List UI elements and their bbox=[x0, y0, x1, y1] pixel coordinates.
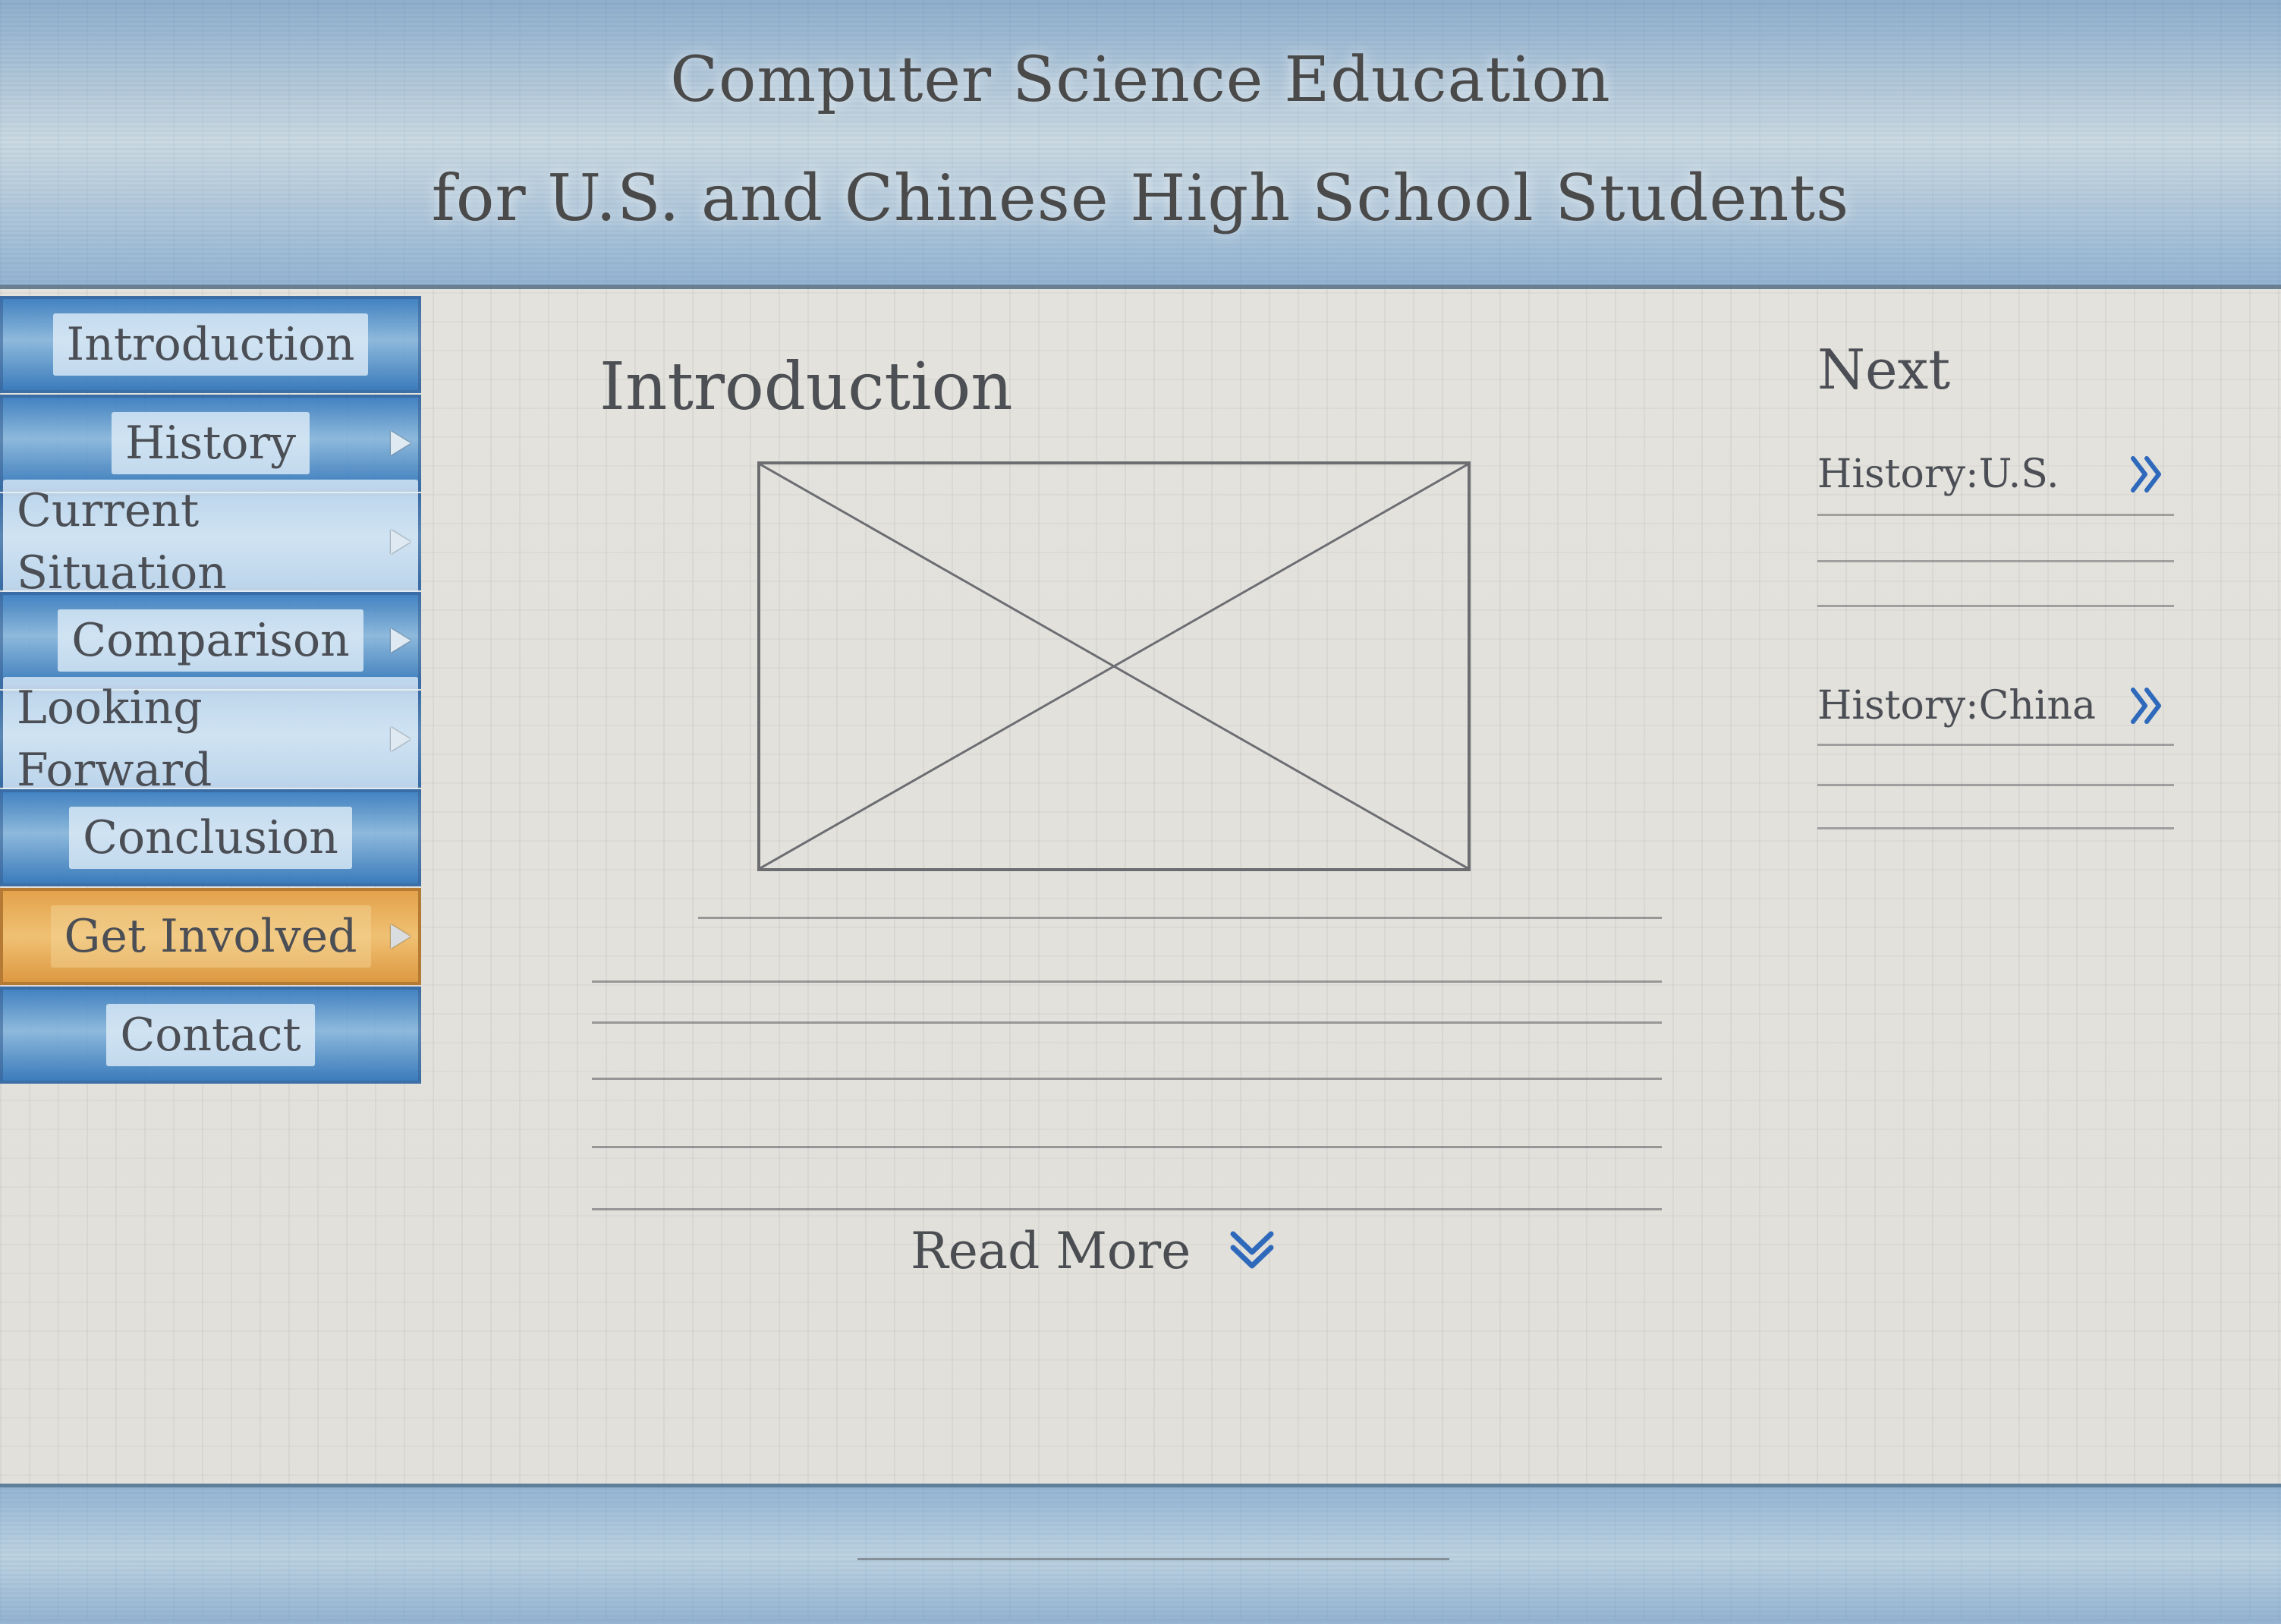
site-title-line-1: Computer Science Education bbox=[670, 44, 1611, 116]
sidebar-nav: Introduction History Current Situation C… bbox=[0, 296, 421, 1085]
next-link-underline bbox=[1817, 744, 2174, 746]
sidebar-item-contact[interactable]: Contact bbox=[0, 987, 421, 1084]
double-chevron-right-icon bbox=[2131, 456, 2161, 493]
text-line bbox=[592, 1078, 1662, 1080]
play-triangle-icon bbox=[391, 628, 411, 653]
double-chevron-down-icon bbox=[1230, 1231, 1274, 1268]
sidebar-item-label: Looking Forward bbox=[3, 677, 418, 801]
play-triangle-icon bbox=[391, 727, 411, 751]
sidebar-item-current-situation[interactable]: Current Situation bbox=[0, 480, 421, 604]
read-more-button[interactable]: Read More bbox=[911, 1222, 1277, 1280]
sidebar-item-get-involved[interactable]: Get Involved bbox=[0, 888, 421, 985]
next-link-underline bbox=[1817, 514, 2174, 516]
text-line bbox=[698, 917, 1662, 919]
play-triangle-icon bbox=[391, 431, 411, 455]
play-triangle-icon bbox=[391, 924, 411, 949]
site-header: Computer Science Education for U.S. and … bbox=[0, 0, 2281, 289]
next-link-label: History:China bbox=[1817, 683, 2097, 729]
sidebar-item-looking-forward[interactable]: Looking Forward bbox=[0, 677, 421, 801]
sidebar-item-label: Introduction bbox=[52, 313, 369, 376]
sidebar-item-introduction[interactable]: Introduction bbox=[0, 296, 421, 393]
site-footer bbox=[0, 1484, 2281, 1624]
sidebar-item-history[interactable]: History bbox=[0, 395, 421, 492]
sidebar-item-comparison[interactable]: Comparison bbox=[0, 592, 421, 689]
sidebar-item-label: Comparison bbox=[58, 609, 363, 672]
next-link-history-china[interactable]: History:China bbox=[1817, 679, 2176, 732]
sidebar-item-label: History bbox=[111, 412, 310, 474]
next-preview-line bbox=[1817, 827, 2174, 829]
text-line bbox=[592, 980, 1662, 983]
image-placeholder bbox=[757, 461, 1471, 871]
site-title-line-2: for U.S. and Chinese High School Student… bbox=[431, 161, 1850, 235]
text-line bbox=[592, 1146, 1662, 1148]
section-title: Introduction bbox=[599, 349, 1013, 425]
play-triangle-icon bbox=[391, 530, 411, 554]
sidebar-item-label: Conclusion bbox=[69, 807, 352, 869]
read-more-label: Read More bbox=[911, 1222, 1191, 1280]
sidebar-item-conclusion[interactable]: Conclusion bbox=[0, 789, 421, 886]
next-preview-line bbox=[1817, 605, 2174, 607]
next-preview-line bbox=[1817, 784, 2174, 786]
sidebar-item-label: Current Situation bbox=[3, 480, 418, 604]
next-panel: Next History:U.S. History:China bbox=[1817, 338, 2189, 914]
image-placeholder-icon bbox=[760, 464, 1468, 868]
next-link-history-us[interactable]: History:U.S. bbox=[1817, 448, 2176, 501]
next-title: Next bbox=[1817, 338, 1951, 401]
sidebar-item-label: Contact bbox=[106, 1004, 315, 1066]
text-line bbox=[592, 1208, 1662, 1210]
text-line bbox=[592, 1021, 1662, 1024]
double-chevron-right-icon bbox=[2131, 688, 2161, 724]
next-preview-line bbox=[1817, 560, 2174, 562]
main-content: Introduction Read More bbox=[584, 341, 1700, 1290]
sidebar-item-label: Get Involved bbox=[50, 905, 371, 968]
next-link-label: History:U.S. bbox=[1817, 452, 2059, 497]
footer-placeholder-line bbox=[857, 1558, 1449, 1560]
